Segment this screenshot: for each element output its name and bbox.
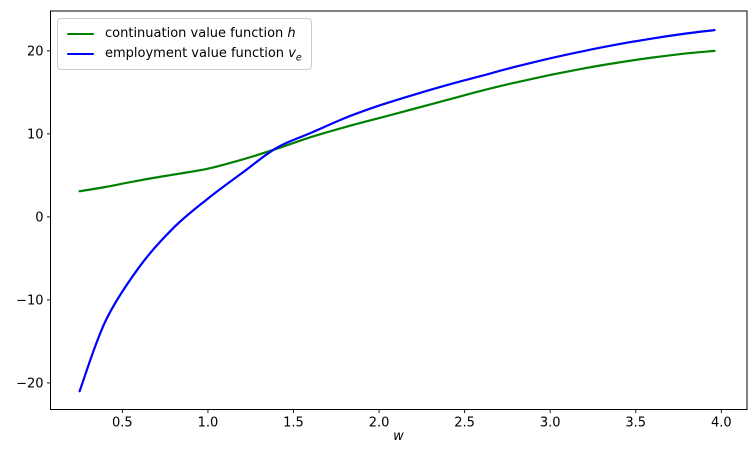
- series-line-h: [78, 49, 716, 193]
- legend-label-ve: employment value function ve: [105, 46, 302, 64]
- y-tick-label: 20: [27, 44, 44, 59]
- x-tick-label: 1.0: [198, 416, 219, 431]
- legend-item-h: continuation value function h: [67, 24, 302, 44]
- legend-item-ve: employment value function ve: [67, 44, 302, 64]
- x-tick-label: 3.5: [625, 416, 646, 431]
- series-line-v_e: [78, 29, 716, 393]
- plot-border: [50, 10, 748, 410]
- x-tick-label: 3.0: [540, 416, 561, 431]
- y-tick-label: 0: [35, 210, 43, 225]
- x-tick-label: 2.0: [369, 416, 390, 431]
- x-tick-label: 2.5: [454, 416, 475, 431]
- x-tick-label: 4.0: [711, 416, 732, 431]
- x-axis-label: w: [393, 429, 404, 444]
- y-tick-label: −20: [16, 376, 43, 391]
- legend-line-sample-h: [67, 32, 94, 36]
- legend-label-h: continuation value function h: [105, 26, 296, 41]
- x-tick-label: 1.5: [283, 416, 304, 431]
- legend-line-sample-ve: [67, 52, 94, 56]
- x-tick-label: 0.5: [112, 416, 133, 431]
- y-tick-label: 10: [27, 127, 44, 142]
- legend: continuation value function h employment…: [57, 18, 312, 70]
- y-tick-label: −10: [16, 293, 43, 308]
